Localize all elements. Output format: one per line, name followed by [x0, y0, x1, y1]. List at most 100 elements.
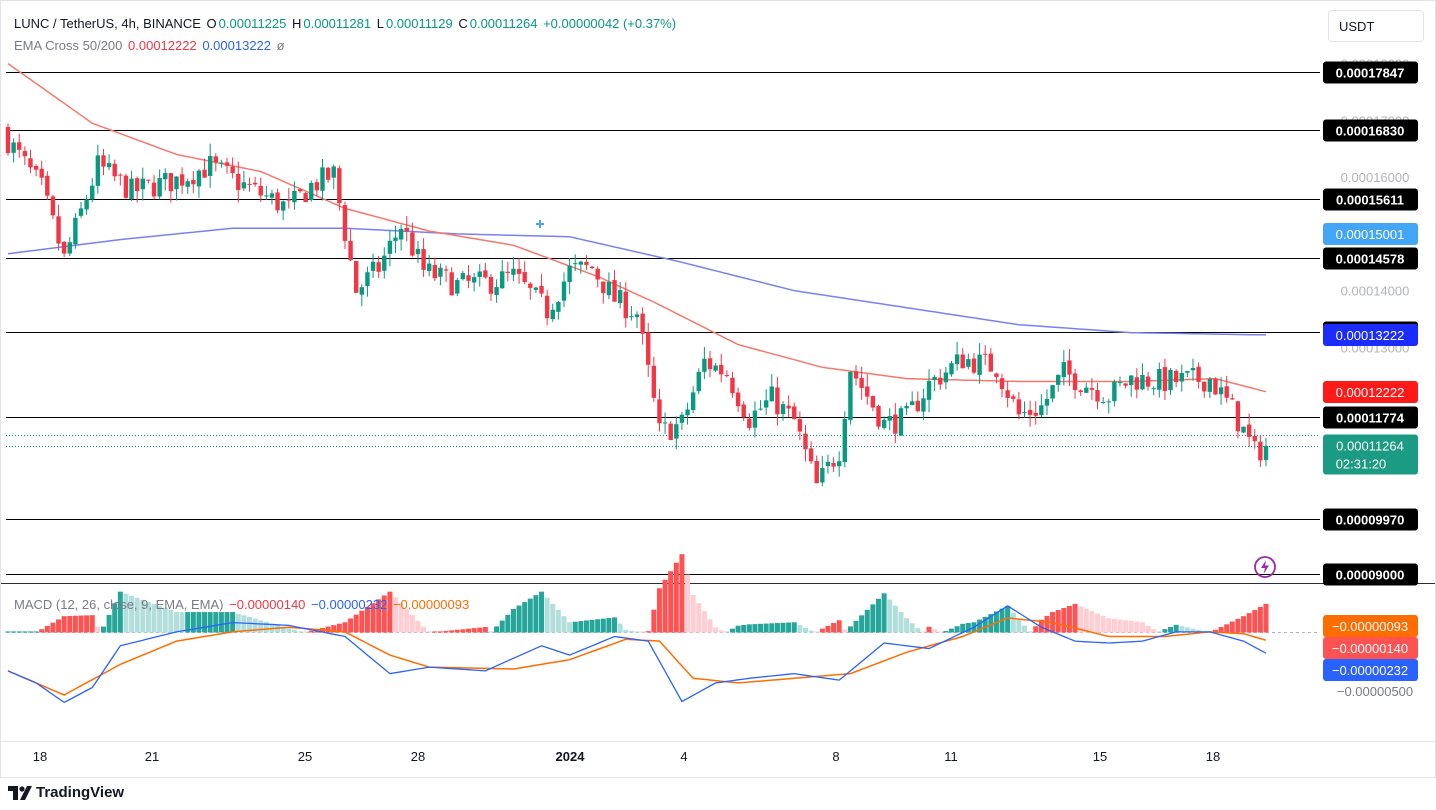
macd-histogram-bar: [628, 630, 634, 633]
currency-button[interactable]: USDT: [1328, 10, 1424, 42]
macd-histogram-bar: [1257, 606, 1263, 633]
macd-histogram-bar: [1072, 603, 1078, 633]
macd-histogram-bar: [129, 595, 135, 633]
candle-body: [1179, 372, 1184, 382]
last-price-tag: [1323, 434, 1418, 475]
candle-body: [320, 167, 325, 191]
time-axis-tick-label: 18: [33, 749, 47, 764]
macd-histogram-bar: [303, 631, 309, 633]
tradingview-logo[interactable]: TradingView: [8, 784, 124, 801]
candle-body: [584, 261, 589, 265]
candle-body: [780, 404, 786, 415]
candle-body: [95, 155, 101, 186]
macd-histogram-bar: [544, 597, 550, 633]
candle-body: [297, 189, 303, 192]
macd-histogram-bar: [1055, 610, 1061, 633]
macd-histogram-bar: [842, 629, 848, 633]
candle-body: [460, 273, 466, 280]
ema-indicator-name[interactable]: EMA Cross 50/200: [14, 38, 123, 53]
candle-body: [926, 380, 932, 400]
macd-histogram-bar: [291, 629, 297, 633]
time-axis-tick-label: 8: [832, 749, 839, 764]
ema-value-tag: [1323, 381, 1418, 403]
candle-body: [1213, 378, 1218, 395]
macd-histogram-bar: [1179, 626, 1185, 633]
candle-body: [1202, 381, 1207, 392]
macd-histogram-bar: [409, 614, 415, 633]
macd-histogram-bar: [791, 622, 797, 633]
macd-axis-tick-label: −0.00000500: [1337, 684, 1413, 699]
candle-body: [1027, 409, 1033, 415]
macd-histogram-bar: [786, 622, 792, 633]
candle-body: [33, 165, 39, 170]
macd-histogram-bar: [241, 615, 247, 633]
macd-histogram-bar: [404, 609, 410, 633]
macd-signal-value: −0.00000093: [392, 597, 470, 612]
macd-histogram-bar: [213, 612, 219, 633]
macd-histogram-bar: [539, 591, 545, 633]
macd-histogram-bar: [645, 631, 651, 633]
macd-histogram-bar: [864, 609, 870, 633]
lightning-icon[interactable]: [1253, 555, 1277, 579]
macd-histogram-bar: [387, 591, 393, 633]
ema-legend[interactable]: EMA Cross 50/200 0.00012222 0.00013222 ø: [14, 38, 287, 53]
candle-body: [848, 371, 853, 421]
candle-body: [741, 404, 746, 418]
candle-body: [236, 173, 241, 191]
candle-body: [646, 332, 651, 365]
macd-histogram-bar: [185, 612, 191, 633]
macd-histogram-bar: [724, 631, 730, 633]
symbol-title[interactable]: LUNC / TetherUS, 4h, BINANCE: [14, 16, 201, 31]
candle-body: [342, 205, 348, 241]
candle-body: [292, 190, 297, 203]
candle-body: [118, 174, 123, 176]
macd-histogram-bar: [95, 626, 101, 633]
candle-body: [252, 182, 258, 185]
macd-histogram-bar: [202, 612, 208, 633]
candle-body: [853, 371, 859, 379]
candle-body: [994, 373, 999, 377]
macd-indicator-name[interactable]: MACD (12, 26, close, 9, EMA, EMA): [14, 597, 224, 612]
candle-body: [455, 280, 460, 294]
candle-body: [1207, 378, 1213, 392]
high-label: H: [291, 16, 302, 31]
macd-histogram-bar: [1139, 622, 1145, 633]
macd-histogram-bar: [746, 624, 752, 633]
macd-histogram-bar: [802, 627, 808, 633]
price-level-tag: [1323, 563, 1418, 586]
macd-histogram-bar: [870, 604, 876, 633]
candle-body: [634, 314, 640, 318]
candle-body: [1263, 445, 1269, 460]
candle-body: [421, 249, 426, 270]
macd-histogram-bar: [1106, 618, 1112, 633]
last-price-label: 0.00011264: [1336, 439, 1404, 454]
macd-histogram-bar: [527, 598, 533, 633]
candle-body: [50, 196, 56, 216]
time-axis-tick-label: 4: [680, 749, 687, 764]
macd-histogram-bar: [640, 631, 646, 633]
candle-body: [516, 269, 522, 274]
candle-body: [309, 182, 314, 201]
macd-histogram-bar: [561, 616, 567, 633]
candle-body: [230, 166, 235, 174]
candle-body: [775, 387, 780, 415]
macd-histogram-bar: [612, 617, 618, 633]
candle-body: [179, 174, 185, 186]
open-value: 0.00011225: [218, 16, 287, 31]
price-axis-tick-label: 0.00014000: [1341, 284, 1410, 299]
macd-histogram-bar: [16, 631, 22, 633]
time-axis-tick-label: 15: [1093, 749, 1107, 764]
macd-histogram-bar: [836, 620, 842, 633]
price-level-label: 0.00016830: [1336, 124, 1405, 139]
ema50-line: [7, 62, 1267, 393]
price-level-label: 0.00014578: [1336, 252, 1405, 267]
macd-legend[interactable]: MACD (12, 26, close, 9, EMA, EMA) −0.000…: [14, 597, 471, 612]
ema50-value: 0.00012222: [128, 38, 197, 53]
candle-body: [668, 423, 673, 441]
candle-body: [376, 262, 381, 272]
ema-hidden-icon[interactable]: ø: [276, 38, 285, 53]
macd-histogram-bar: [932, 629, 938, 633]
macd-histogram-bar: [364, 606, 370, 633]
